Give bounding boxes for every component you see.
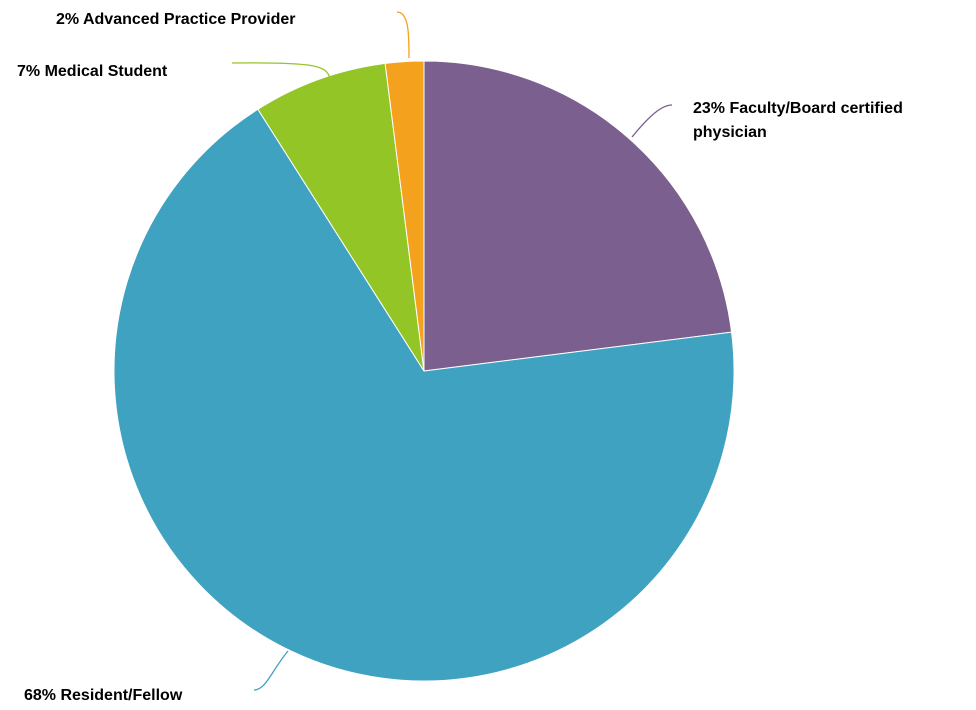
- leader-line-advanced-practice-provider: [396, 11, 410, 59]
- pie-slice-medical-student: [257, 62, 425, 372]
- leader-line-resident-fellow: [253, 650, 289, 691]
- leader-lines: [231, 11, 673, 691]
- leader-line-faculty-board-certified-physician: [631, 104, 673, 138]
- slice-label-line: 2% Advanced Practice Provider: [56, 11, 296, 28]
- leader-line-medical-student: [231, 62, 331, 79]
- slice-label-line: 23% Faculty/Board certified: [693, 100, 903, 117]
- slice-label-medical-student: 7% Medical Student: [17, 63, 168, 80]
- slice-label-resident-fellow: 68% Resident/Fellow: [24, 687, 183, 704]
- slice-label-line: physician: [693, 124, 767, 141]
- pie-slice-resident-fellow: [113, 108, 735, 682]
- slice-labels: 23% Faculty/Board certified physician 68% …: [17, 11, 903, 704]
- pie-slices: [113, 60, 735, 682]
- slice-label-faculty-board-certified-physician: 23% Faculty/Board certified physician: [693, 100, 903, 141]
- pie-slice-faculty-board-certified-physician: [423, 60, 733, 372]
- slice-label-advanced-practice-provider: 2% Advanced Practice Provider: [56, 11, 296, 28]
- pie-slice-advanced-practice-provider: [384, 60, 425, 372]
- slice-label-line: 68% Resident/Fellow: [24, 687, 183, 704]
- slice-label-line: 7% Medical Student: [17, 63, 168, 80]
